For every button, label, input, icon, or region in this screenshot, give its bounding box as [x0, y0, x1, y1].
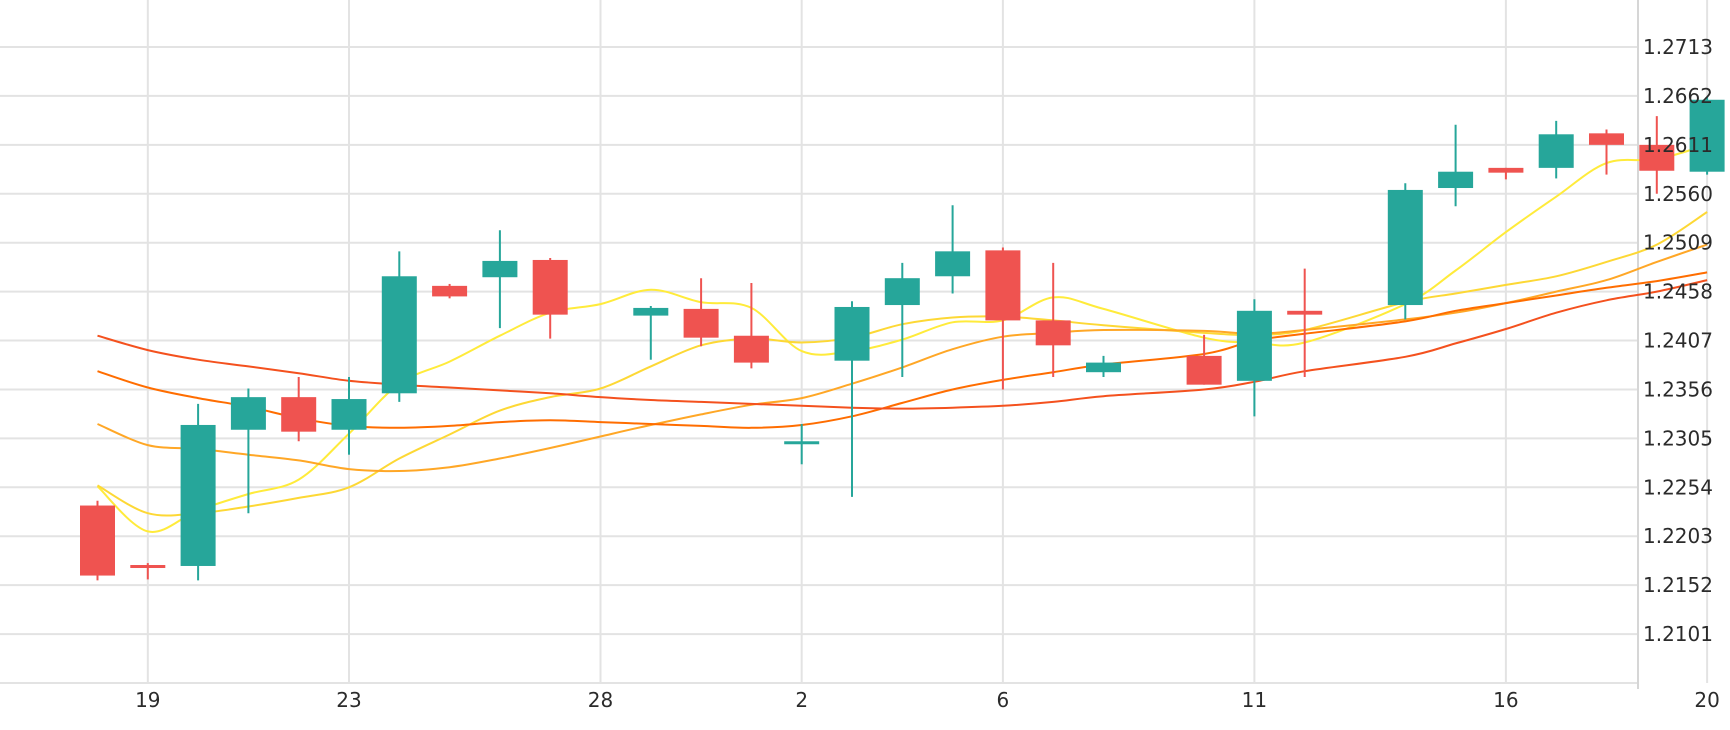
candle-down [683, 278, 719, 347]
candle-body [230, 397, 266, 430]
candle-body [834, 306, 870, 361]
y-tick-label: 1.2356 [1643, 377, 1713, 401]
candle-body [482, 260, 518, 278]
candle-down [985, 247, 1021, 390]
y-tick-label: 1.2407 [1643, 329, 1713, 353]
candle-body [381, 276, 417, 394]
candle-down [130, 563, 166, 580]
candle-up [1538, 120, 1574, 179]
candle-body [532, 259, 568, 315]
candle-up [230, 388, 266, 514]
candle-down [432, 283, 468, 299]
axes: 1.2713 1.2662 1.2611 1.2560 1.2509 1.2458 1.24… [135, 35, 1720, 712]
moving-average-line [97, 243, 1708, 473]
candle-up [784, 423, 820, 465]
candle-down [1639, 116, 1675, 194]
candle-body [1639, 144, 1675, 171]
y-tick-label: 1.2203 [1643, 524, 1713, 548]
candle-body [180, 424, 216, 566]
candle-down [1488, 167, 1524, 180]
candle-up [1438, 124, 1474, 207]
x-tick-label: 6 [997, 688, 1010, 712]
candle-body [1236, 310, 1272, 381]
candle-body [432, 285, 468, 297]
candles [80, 96, 1725, 581]
x-tick-label: 20 [1694, 688, 1719, 712]
candle-down [80, 500, 115, 581]
candle-body [331, 399, 367, 430]
candle-body [1689, 99, 1725, 172]
y-tick-label: 1.2560 [1643, 182, 1713, 206]
y-tick-label: 1.2509 [1643, 231, 1713, 255]
candle-up [633, 306, 669, 360]
candle-up [1387, 183, 1423, 320]
x-tick-label: 23 [336, 688, 361, 712]
candle-body [1035, 320, 1071, 346]
x-tick-label: 28 [588, 688, 613, 712]
candle-up [834, 301, 870, 497]
candle-body [935, 251, 971, 277]
candle-body [1086, 362, 1121, 373]
candle-down [1589, 129, 1624, 175]
y-tick-label: 1.2305 [1643, 426, 1713, 450]
candle-body [1287, 310, 1323, 315]
candle-body [1387, 189, 1423, 306]
candle-up [180, 403, 216, 581]
candle-up [884, 262, 920, 377]
candle-body [633, 307, 669, 316]
candle-body [733, 335, 769, 363]
candle-up [1689, 96, 1725, 175]
candle-up [935, 205, 971, 294]
candle-down [281, 376, 317, 442]
candle-body [884, 278, 920, 306]
x-tick-label: 16 [1493, 688, 1518, 712]
candle-up [381, 251, 417, 402]
y-tick-label: 1.2713 [1643, 35, 1713, 59]
candle-down [733, 282, 769, 369]
y-tick-label: 1.2662 [1643, 84, 1713, 108]
candle-body [130, 565, 166, 569]
y-tick-label: 1.2101 [1643, 622, 1713, 646]
candle-body [1186, 355, 1222, 385]
candle-up [482, 230, 518, 329]
candle-body [281, 397, 317, 432]
candle-body [1589, 133, 1624, 145]
x-tick-label: 19 [135, 688, 160, 712]
candle-down [532, 258, 568, 339]
candle-up [331, 376, 367, 455]
candle-body [80, 505, 115, 576]
y-tick-label: 1.2611 [1643, 133, 1713, 157]
candle-body [985, 250, 1021, 321]
candle-up [1086, 355, 1121, 377]
candle-up [1236, 299, 1272, 417]
candle-body [1438, 171, 1474, 189]
grid [0, 0, 1709, 689]
x-tick-label: 2 [795, 688, 808, 712]
y-tick-label: 1.2152 [1643, 573, 1713, 597]
y-tick-label: 1.2254 [1643, 475, 1713, 499]
candle-body [1538, 134, 1574, 168]
x-tick-label: 11 [1242, 688, 1267, 712]
candle-body [784, 441, 820, 445]
candle-down [1035, 262, 1071, 377]
candle-body [1488, 167, 1524, 173]
candle-body [683, 308, 719, 338]
y-tick-label: 1.2458 [1643, 280, 1713, 304]
candle-down [1287, 268, 1323, 377]
candle-down [1186, 334, 1222, 385]
